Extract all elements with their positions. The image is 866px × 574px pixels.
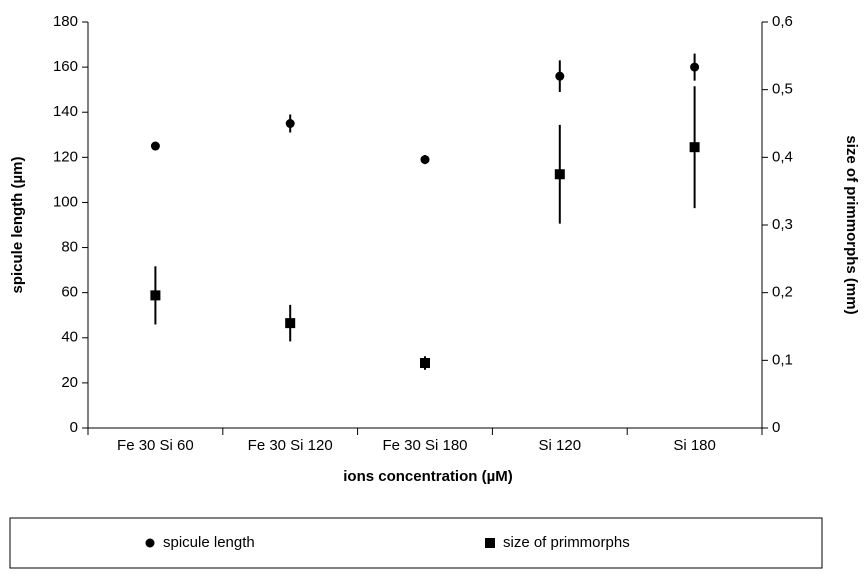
- y2-tick-label: 0,6: [772, 13, 793, 30]
- y-tick-label: 160: [53, 58, 78, 75]
- x-tick-label: Fe 30 Si 60: [117, 437, 194, 454]
- y2-tick-label: 0,3: [772, 216, 793, 233]
- point: [285, 119, 295, 128]
- y-tick-label: 120: [53, 148, 78, 165]
- y2-tick-label: 0: [772, 419, 780, 436]
- legend-box: [9, 517, 823, 569]
- point: [150, 290, 161, 301]
- point: [420, 358, 430, 369]
- point: [554, 169, 565, 180]
- y2-axis-title: size of primmorphs (mm): [843, 135, 860, 314]
- x-tick-label: Fe 30 Si 120: [248, 437, 333, 454]
- y2-tick-label: 0,2: [772, 284, 793, 301]
- point: [150, 141, 160, 151]
- x-axis-title: ions concentration (µM): [343, 468, 512, 485]
- point: [690, 62, 700, 72]
- x-tick-label: Si 180: [673, 437, 716, 454]
- point: [555, 71, 565, 81]
- legend-marker: [145, 538, 155, 548]
- y-tick-label: 40: [61, 329, 78, 346]
- legend-marker: [485, 538, 495, 548]
- x-tick-label: Si 120: [539, 437, 582, 454]
- point: [285, 318, 296, 329]
- legend-label: spicule length: [163, 534, 255, 551]
- y-tick-label: 100: [53, 193, 78, 210]
- legend-label: size of primmorphs: [503, 534, 630, 551]
- y-tick-label: 180: [53, 13, 78, 30]
- y-tick-label: 60: [61, 284, 78, 301]
- y-tick-label: 140: [53, 103, 78, 120]
- y-axis-title: spicule length (µm): [9, 157, 26, 294]
- point: [689, 142, 700, 153]
- y2-tick-label: 0,4: [772, 148, 793, 165]
- y-tick-label: 0: [70, 419, 78, 436]
- y2-tick-label: 0,1: [772, 351, 793, 368]
- y2-tick-label: 0,5: [772, 81, 793, 98]
- y-tick-label: 20: [61, 374, 78, 391]
- x-tick-label: Fe 30 Si 180: [382, 437, 467, 454]
- y-tick-label: 80: [61, 239, 78, 256]
- point: [420, 155, 430, 165]
